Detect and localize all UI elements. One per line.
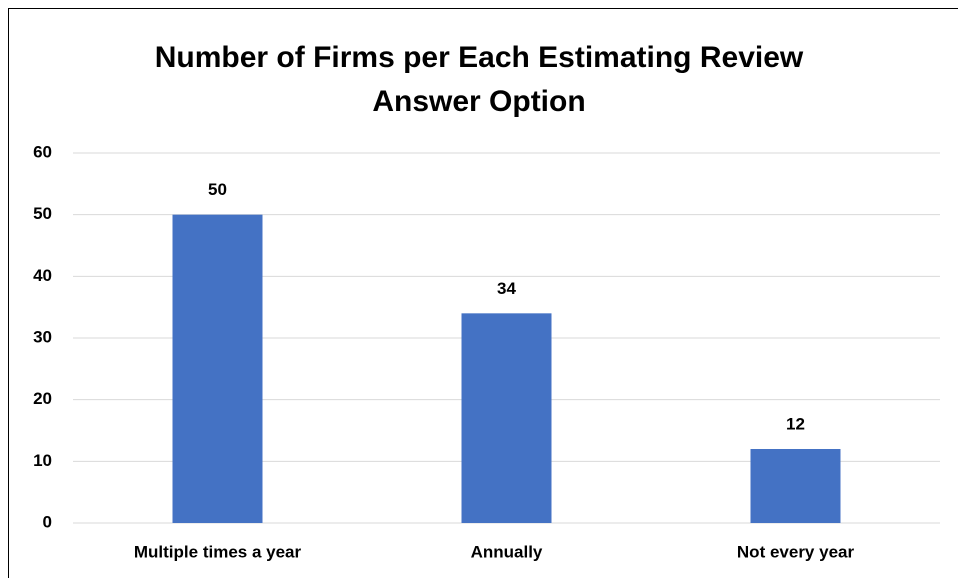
bar xyxy=(172,214,263,523)
bar xyxy=(750,449,841,523)
chart-frame xyxy=(8,8,958,578)
y-tick-label: 20 xyxy=(33,389,52,408)
data-label: 50 xyxy=(208,180,227,199)
y-tick-label: 0 xyxy=(43,512,52,531)
y-tick-label: 10 xyxy=(33,451,52,470)
y-tick-label: 30 xyxy=(33,327,52,346)
y-tick-label: 40 xyxy=(33,266,52,285)
y-tick-label: 50 xyxy=(33,204,52,223)
data-label: 34 xyxy=(497,279,516,298)
bar xyxy=(461,313,552,523)
chart-title: Number of Firms per Each Estimating Revi… xyxy=(154,41,804,118)
y-tick-label: 60 xyxy=(33,142,52,161)
x-tick-label: Annually xyxy=(471,542,543,561)
x-tick-label: Not every year xyxy=(737,542,855,561)
x-tick-label: Multiple times a year xyxy=(134,542,302,561)
data-label: 12 xyxy=(786,414,805,433)
